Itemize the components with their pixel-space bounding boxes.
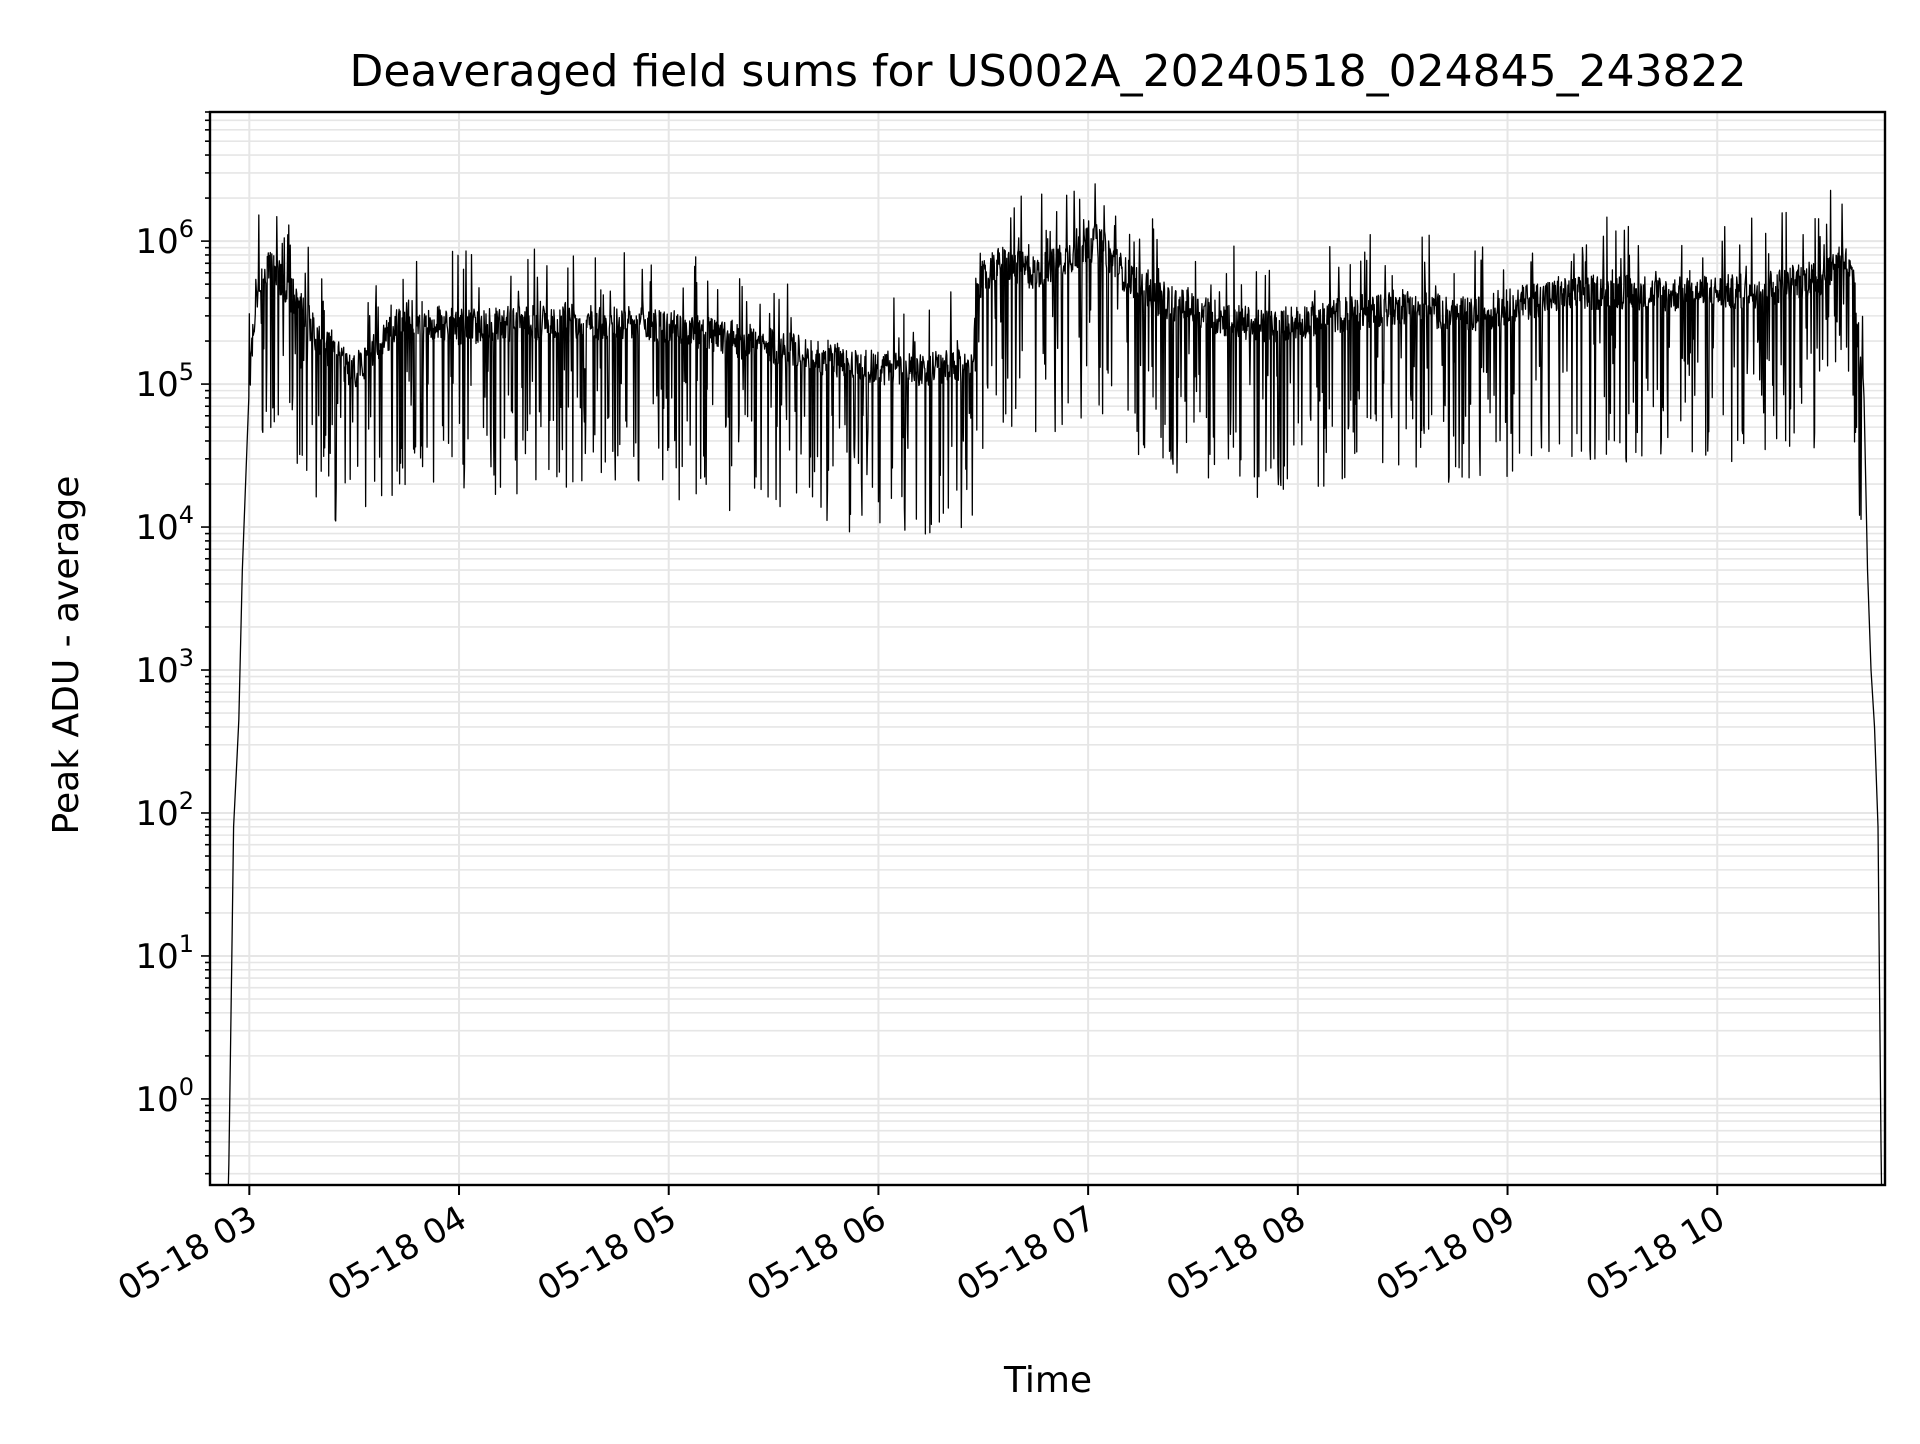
y-axis-label: Peak ADU - average xyxy=(46,476,87,835)
y-tick-label: 102 xyxy=(135,787,194,834)
y-tick-label: 104 xyxy=(135,501,194,548)
y-tick-exponent: 1 xyxy=(179,930,194,958)
y-tick-label: 106 xyxy=(135,215,194,262)
y-tick-label: 100 xyxy=(135,1073,194,1120)
series-line-0 xyxy=(227,183,1883,1186)
y-tick-exponent: 4 xyxy=(179,501,194,529)
y-tick-base: 10 xyxy=(135,1080,178,1120)
y-tick-label: 105 xyxy=(135,358,194,405)
y-tick-base: 10 xyxy=(135,651,178,691)
y-tick-base: 10 xyxy=(135,222,178,262)
chart-title: Deaveraged field sums for US002A_2024051… xyxy=(349,46,1746,97)
y-tick-exponent: 6 xyxy=(179,215,194,243)
plot-frame xyxy=(208,110,1887,1187)
y-tick-base: 10 xyxy=(135,794,178,834)
y-tick-exponent: 3 xyxy=(179,644,194,672)
x-axis-label: Time xyxy=(1003,1360,1092,1401)
y-tick-exponent: 2 xyxy=(179,787,194,815)
y-tick-exponent: 5 xyxy=(179,358,194,386)
y-tick-label: 101 xyxy=(135,930,194,977)
y-tick-label: 103 xyxy=(135,644,194,691)
y-tick-base: 10 xyxy=(135,937,178,977)
y-tick-exponent: 0 xyxy=(179,1073,194,1101)
y-tick-base: 10 xyxy=(135,365,178,405)
series-layer xyxy=(227,183,1883,1186)
y-tick-base: 10 xyxy=(135,508,178,548)
